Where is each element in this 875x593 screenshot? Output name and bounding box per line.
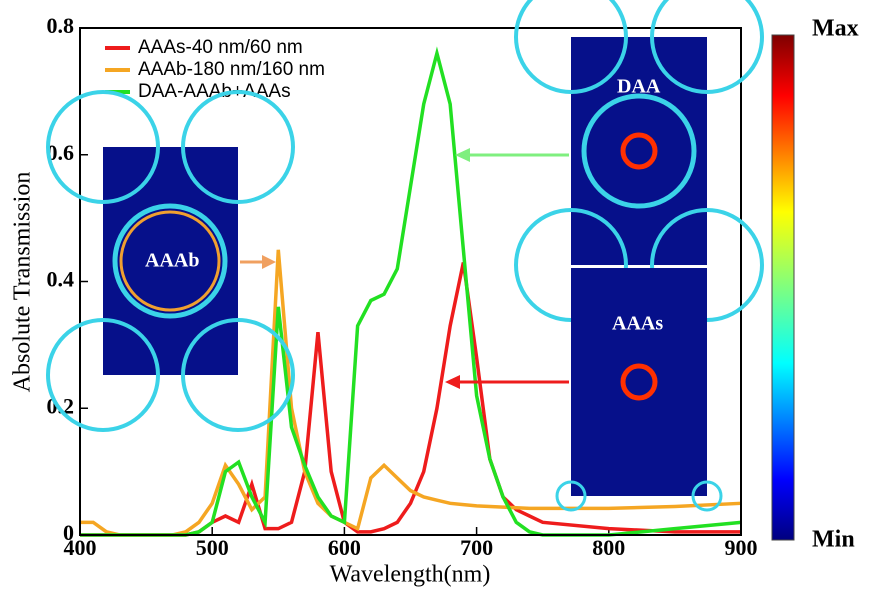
x-tick-label: 900 — [725, 535, 758, 560]
y-tick-label: 0.8 — [47, 13, 75, 38]
legend-label: DAA-AAAb+AAAs — [138, 81, 291, 102]
inset-aaab: AAAb — [46, 90, 295, 432]
inset-aaas: AAAs — [555, 268, 723, 512]
x-axis-label: Wavelength(nm) — [330, 562, 491, 588]
arrows — [240, 148, 569, 389]
inset-daa: DAA — [514, 0, 764, 322]
annotation: AAAs — [612, 313, 663, 335]
legend-label: AAAs-40 nm/60 nm — [138, 37, 303, 58]
colorbar-min: Min — [812, 527, 855, 553]
annotation: AAAb — [145, 250, 199, 272]
legend-label: AAAb-180 nm/160 nm — [138, 59, 325, 80]
x-tick-label: 400 — [64, 535, 97, 560]
colorbar: Max Min — [771, 16, 859, 553]
y-tick-label: 0.4 — [47, 267, 75, 292]
colorbar-max: Max — [812, 16, 859, 42]
x-tick-label: 500 — [196, 535, 229, 560]
plot-frame — [79, 27, 742, 536]
x-tick-label: 800 — [592, 535, 625, 560]
x-tick-label: 700 — [460, 535, 493, 560]
x-tick-label: 600 — [328, 535, 361, 560]
y-axis-label: Absolute Transmission — [10, 172, 36, 393]
y-tick-label: 0 — [63, 520, 74, 545]
annotation: DAA — [617, 76, 661, 98]
